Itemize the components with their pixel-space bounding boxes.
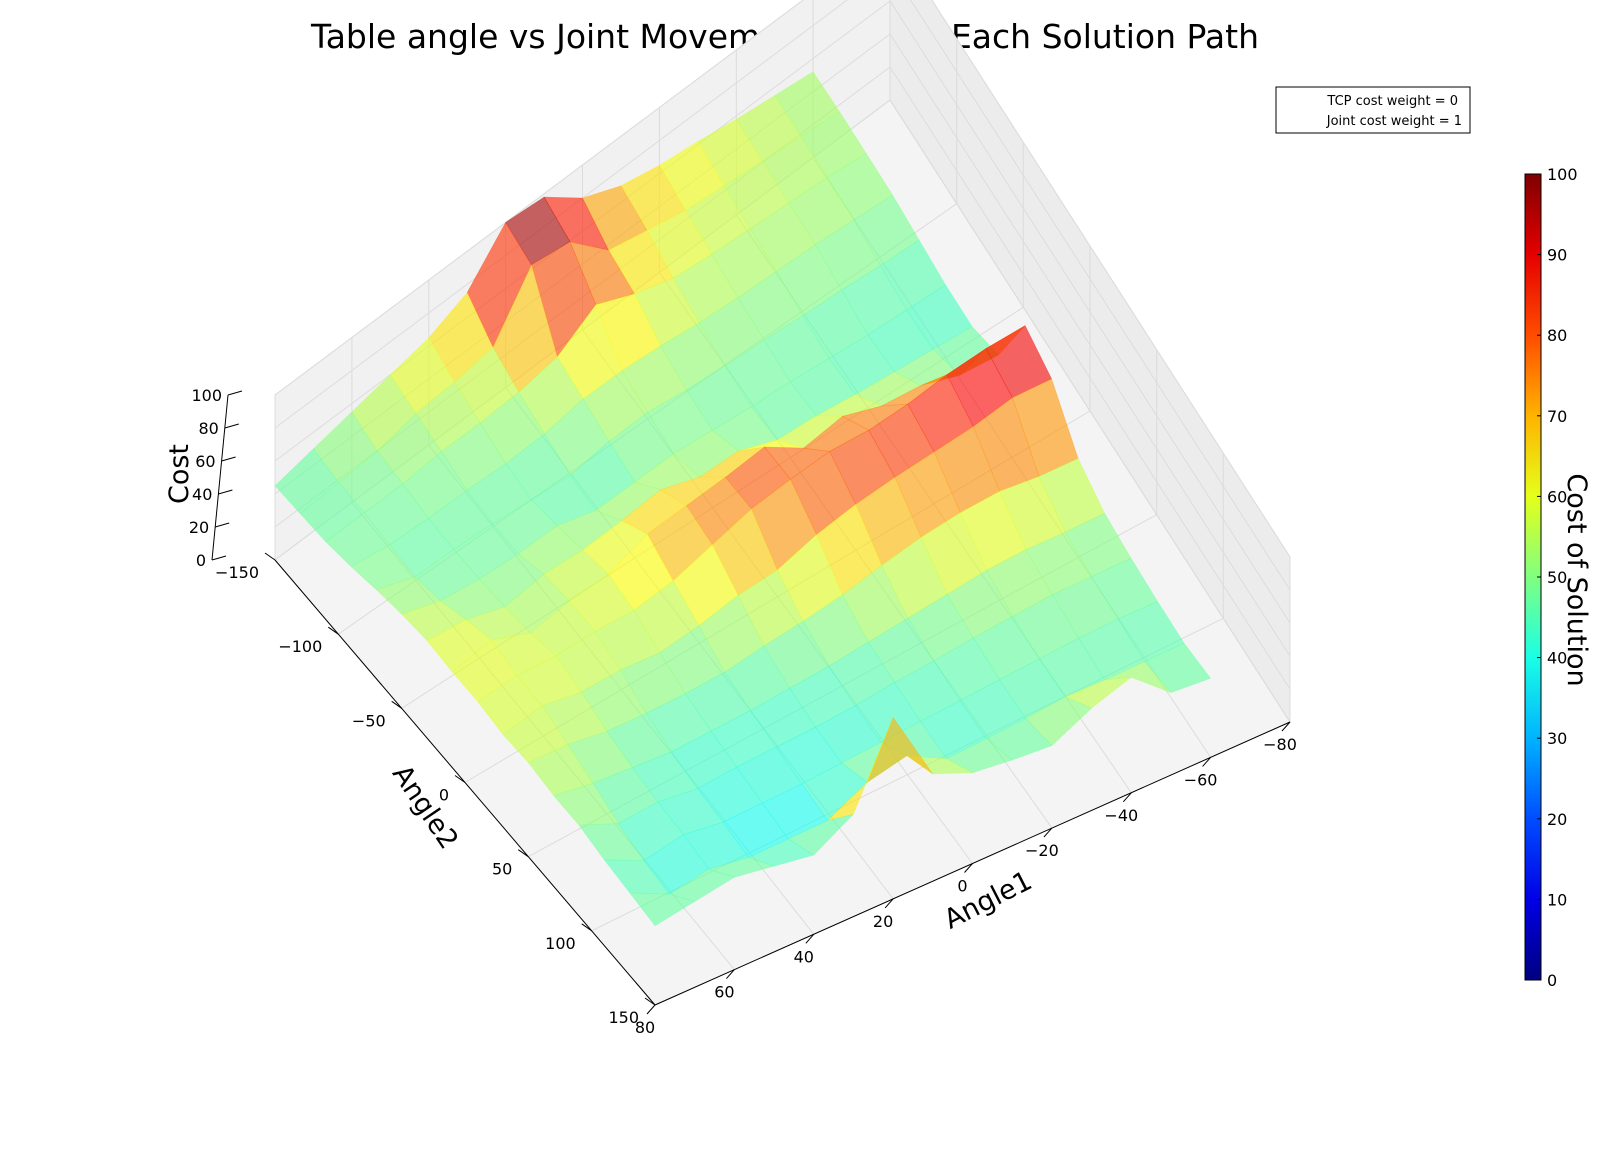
- surface-patch: [1064, 676, 1133, 709]
- axis-ticks: −80 −60 −40 −20 0 20 40 60 80 −150 −100 −50 0 50 100 15…: [189, 386, 1297, 1037]
- colorbar-tick-label: 0: [1547, 971, 1557, 990]
- z-tick-label: 20: [189, 518, 209, 537]
- gridline-z-side: [889, 99, 1291, 723]
- x-tick-mark: [1281, 721, 1291, 732]
- surface-patch: [985, 718, 1053, 761]
- gridline-z-side: [931, 0, 1291, 558]
- x-tick-mark: [726, 969, 735, 979]
- y-tick-mark: [518, 849, 529, 858]
- gridline-z-back: [274, 0, 804, 396]
- x-tick-label: 40: [794, 947, 814, 966]
- gridline-z-side: [889, 66, 1291, 690]
- z-tick-label: 100: [191, 386, 222, 405]
- y-tick-label: 150: [608, 1008, 639, 1027]
- x-tick-label: 0: [957, 877, 967, 896]
- x-tick-mark: [1202, 757, 1211, 767]
- colorbar-tick-label: 70: [1547, 407, 1567, 426]
- x-tick-label: 80: [635, 1018, 655, 1037]
- surface-patch: [707, 857, 776, 878]
- z-tick-mark: [218, 489, 233, 495]
- y-tick-label: 100: [545, 934, 576, 953]
- gridline-z-side: [889, 0, 1291, 624]
- z-tick-label: 60: [195, 452, 215, 471]
- z-tick-mark: [211, 555, 227, 561]
- colorbar-tick-label: 80: [1547, 326, 1567, 345]
- y-axis-label: Angle2: [386, 760, 464, 855]
- z-axis-label: Cost: [164, 444, 195, 504]
- x-tick-label: −20: [1025, 841, 1059, 860]
- y-tick-label: 50: [492, 860, 512, 879]
- colorbar-tick-label: 30: [1547, 729, 1567, 748]
- y-tick-mark: [328, 626, 339, 635]
- y-tick-mark: [264, 552, 276, 561]
- gridline-z-side: [909, 0, 1291, 591]
- surface-patch: [668, 868, 736, 902]
- x-tick-label: −80: [1263, 735, 1297, 754]
- x-tick-label: 20: [873, 912, 893, 931]
- gridline-z-side: [889, 33, 1291, 657]
- x-tick-mark: [646, 1004, 656, 1015]
- legend: TCP cost weight = 0 Joint cost weight = …: [1275, 86, 1471, 134]
- z-tick-mark: [215, 522, 230, 528]
- x-tick-label: −60: [1184, 770, 1218, 789]
- colorbar-tick-label: 50: [1547, 568, 1567, 587]
- x-axis-label: Angle1: [939, 865, 1037, 935]
- y-tick-mark: [581, 923, 592, 932]
- y-tick-label: −100: [278, 637, 322, 656]
- x-tick-mark: [1043, 827, 1053, 838]
- z-tick-mark: [224, 423, 239, 429]
- x-tick-mark: [1122, 792, 1132, 803]
- z-axis-line: [211, 394, 229, 561]
- colorbar: 0 10 20 30 40 50 60 70 80 90 100 Cost of Solution: [1524, 165, 1592, 990]
- colorbar-tick-label: 20: [1547, 810, 1567, 829]
- x-tick-mark: [884, 898, 894, 909]
- cost-surface: [274, 71, 1212, 927]
- colorbar-ticks: 0 10 20 30 40 50 60 70 80 90 100: [1537, 165, 1578, 990]
- y-tick-label: 0: [439, 786, 449, 805]
- x-tick-label: −40: [1104, 806, 1138, 825]
- x-tick-label: 60: [714, 983, 734, 1002]
- surface-patch: [866, 716, 934, 784]
- y-tick-label: −150: [215, 563, 259, 582]
- x-tick-mark: [964, 863, 973, 873]
- colorbar-tick-label: 10: [1547, 890, 1567, 909]
- legend-entry-tcp: TCP cost weight = 0: [1326, 94, 1458, 109]
- colorbar-tick-label: 90: [1547, 246, 1567, 265]
- legend-entry-joint: Joint cost weight = 1: [1326, 114, 1462, 129]
- z-tick-label: 0: [196, 551, 206, 570]
- colorbar-label: Cost of Solution: [1561, 473, 1592, 686]
- y-tick-mark: [454, 775, 466, 783]
- colorbar-tick-label: 40: [1547, 649, 1567, 668]
- z-tick-mark: [227, 390, 243, 396]
- y-tick-label: −50: [352, 711, 386, 730]
- y-tick-mark: [391, 700, 402, 709]
- colorbar-tick-label: 100: [1547, 165, 1578, 184]
- surface-patch: [826, 717, 894, 822]
- colorbar-tick-label: 60: [1547, 487, 1567, 506]
- surface-patch: [629, 892, 696, 927]
- x-tick-mark: [805, 933, 815, 944]
- legend-box: [1275, 86, 1471, 134]
- z-tick-label: 40: [192, 485, 212, 504]
- y-tick-mark: [644, 997, 656, 1006]
- z-tick-mark: [221, 456, 236, 462]
- z-tick-label: 80: [198, 419, 218, 438]
